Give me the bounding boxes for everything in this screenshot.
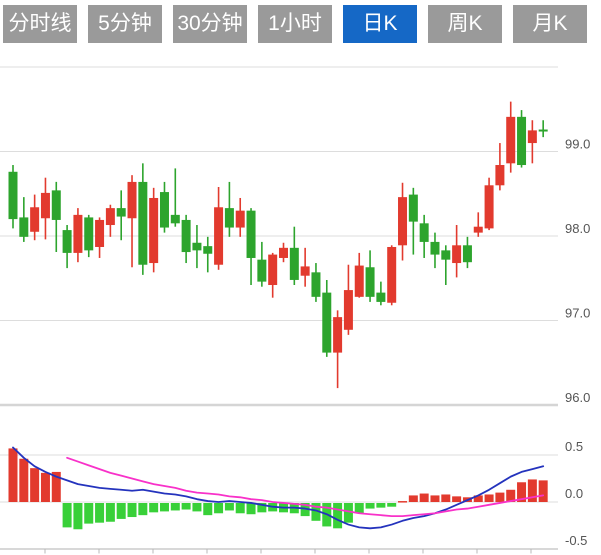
candle bbox=[343, 264, 353, 335]
candle bbox=[473, 212, 483, 237]
macd-histogram bbox=[8, 448, 548, 530]
candle bbox=[527, 120, 537, 164]
candle bbox=[30, 194, 40, 241]
candle bbox=[279, 242, 288, 263]
candle bbox=[268, 252, 278, 298]
candle bbox=[506, 101, 516, 173]
candle bbox=[170, 168, 180, 227]
main-y-axis-label: 98.0 bbox=[565, 221, 590, 236]
candle bbox=[214, 186, 224, 270]
candle bbox=[181, 214, 191, 264]
candle bbox=[224, 181, 234, 237]
candle bbox=[19, 197, 29, 242]
candle bbox=[517, 110, 527, 168]
candle bbox=[289, 226, 299, 286]
candlestick-series bbox=[8, 101, 548, 389]
candle bbox=[300, 247, 310, 287]
candle bbox=[538, 120, 548, 138]
candle bbox=[192, 225, 202, 269]
macd-y-axis-label: 0.0 bbox=[565, 486, 583, 501]
candle bbox=[333, 310, 343, 389]
candle bbox=[257, 241, 267, 287]
candle bbox=[246, 208, 256, 286]
candle bbox=[365, 250, 375, 302]
candle bbox=[387, 245, 397, 306]
tab-weekly-k[interactable]: 周K bbox=[428, 5, 502, 43]
interval-tabbar: 分时线 5分钟 30分钟 1小时 日K 周K 月K bbox=[3, 5, 587, 43]
candle bbox=[116, 190, 126, 241]
candle bbox=[484, 177, 494, 231]
candle bbox=[84, 214, 94, 258]
tab-monthly-k[interactable]: 月K bbox=[513, 5, 587, 43]
candle bbox=[398, 182, 408, 261]
candle bbox=[235, 197, 245, 237]
candle bbox=[462, 236, 472, 269]
candle bbox=[419, 214, 429, 258]
main-y-axis-label: 96.0 bbox=[565, 390, 590, 405]
candle bbox=[73, 208, 83, 263]
candle bbox=[127, 175, 137, 268]
candle bbox=[408, 187, 418, 255]
candle bbox=[322, 279, 332, 357]
candle bbox=[430, 232, 440, 269]
tab-1hour[interactable]: 1小时 bbox=[258, 5, 332, 43]
candle bbox=[8, 165, 18, 229]
candle bbox=[441, 245, 451, 286]
main-y-axis-label: 99.0 bbox=[565, 137, 590, 152]
dif-line bbox=[12, 446, 545, 530]
tab-timeline[interactable]: 分时线 bbox=[3, 5, 77, 43]
candle bbox=[62, 225, 72, 269]
candle bbox=[138, 163, 148, 275]
candle bbox=[105, 204, 115, 237]
tab-daily-k[interactable]: 日K bbox=[343, 5, 417, 43]
main-grid: 99.0 98.0 97.0 96.0 bbox=[0, 66, 590, 407]
candle bbox=[149, 187, 159, 273]
candle bbox=[40, 177, 50, 240]
candle bbox=[495, 143, 505, 191]
dea-line bbox=[66, 456, 545, 517]
candle bbox=[159, 181, 169, 233]
candle bbox=[95, 217, 105, 258]
macd-y-axis-label: -0.5 bbox=[565, 533, 587, 548]
tab-30min[interactable]: 30分钟 bbox=[173, 5, 247, 43]
candle bbox=[311, 263, 321, 302]
candle bbox=[203, 236, 213, 273]
main-y-axis-label: 97.0 bbox=[565, 306, 590, 321]
tab-5min[interactable]: 5分钟 bbox=[88, 5, 162, 43]
candle bbox=[452, 225, 462, 278]
candle bbox=[51, 181, 61, 253]
candle bbox=[354, 252, 364, 298]
macd-y-axis-label: 0.5 bbox=[565, 439, 583, 454]
candle bbox=[376, 281, 386, 306]
